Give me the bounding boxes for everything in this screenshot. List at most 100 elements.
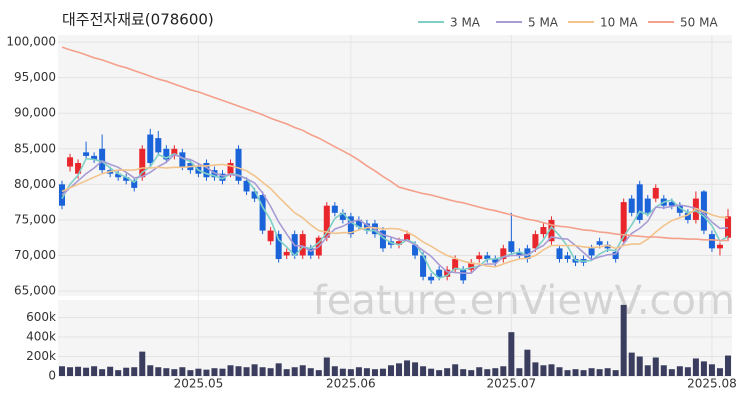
volume-bar bbox=[91, 366, 98, 376]
candle-body bbox=[652, 187, 659, 199]
chart-title: 대주전자재료(078600) bbox=[62, 11, 214, 29]
volume-bar bbox=[363, 368, 370, 376]
candle-body bbox=[99, 148, 106, 171]
y-tick-label: 600k bbox=[26, 310, 56, 324]
volume-bar bbox=[163, 368, 170, 376]
volume-bar bbox=[676, 366, 683, 376]
volume-bar bbox=[532, 362, 539, 376]
y-tick-label: 65,000 bbox=[14, 284, 56, 298]
volume-bar bbox=[179, 367, 186, 376]
volume-bar bbox=[708, 364, 715, 376]
volume-bar bbox=[508, 332, 515, 376]
legend-label: 5 MA bbox=[528, 16, 559, 30]
volume-bar bbox=[107, 366, 114, 376]
volume-bar bbox=[492, 368, 499, 376]
ma-line bbox=[61, 163, 729, 268]
candle-body bbox=[556, 248, 563, 260]
volume-bar bbox=[604, 368, 611, 376]
volume-bar bbox=[355, 367, 362, 376]
candle-body bbox=[259, 195, 266, 231]
volume-bar bbox=[468, 370, 475, 376]
y-tick-label: 85,000 bbox=[14, 141, 56, 155]
candle-body bbox=[412, 244, 419, 256]
volume-bar bbox=[235, 366, 242, 376]
candle-body bbox=[299, 234, 306, 256]
volume-bar bbox=[131, 367, 138, 376]
volume-bar bbox=[251, 364, 258, 376]
candle-body bbox=[331, 205, 338, 213]
candle-body bbox=[588, 248, 595, 256]
volume-bar bbox=[436, 370, 443, 376]
candle-body bbox=[203, 163, 210, 178]
candle-body bbox=[724, 216, 731, 238]
volume-bar bbox=[195, 368, 202, 376]
ma-line bbox=[61, 153, 729, 274]
candle-body bbox=[59, 184, 66, 206]
candle-body bbox=[67, 157, 74, 167]
volume-bar bbox=[524, 349, 531, 376]
candle-body bbox=[275, 234, 282, 260]
x-tick-label: 2025.07 bbox=[487, 377, 537, 391]
candle-body bbox=[227, 163, 234, 174]
candle-body bbox=[676, 205, 683, 213]
candle-body bbox=[283, 251, 290, 256]
volume-bar bbox=[452, 364, 459, 376]
candle-body bbox=[612, 251, 619, 260]
candle-body bbox=[644, 198, 651, 213]
candle-body bbox=[460, 269, 467, 281]
volume-bar bbox=[396, 363, 403, 376]
volume-bar bbox=[652, 357, 659, 376]
volume-bar bbox=[484, 369, 491, 376]
candle-body bbox=[684, 212, 691, 220]
volume-bar bbox=[724, 355, 731, 376]
candle-body bbox=[83, 152, 90, 156]
volume-bar bbox=[692, 358, 699, 376]
candle-body bbox=[668, 202, 675, 206]
candle-body bbox=[436, 269, 443, 277]
candle-body bbox=[115, 173, 122, 178]
volume-bar bbox=[684, 367, 691, 376]
legend-label: 3 MA bbox=[450, 16, 481, 30]
volume-bar bbox=[444, 368, 451, 376]
volume-bar bbox=[588, 368, 595, 376]
y-tick-label: 70,000 bbox=[14, 248, 56, 262]
y-tick-label: 200k bbox=[26, 349, 56, 363]
volume-bar bbox=[379, 368, 386, 376]
y-tick-label: 100,000 bbox=[6, 35, 56, 49]
candle-body bbox=[564, 255, 571, 260]
volume-bar bbox=[460, 369, 467, 376]
volume-bar bbox=[123, 367, 130, 376]
candle-body bbox=[452, 259, 459, 270]
candle-body bbox=[628, 198, 635, 213]
volume-bar bbox=[67, 367, 74, 376]
candle-body bbox=[596, 241, 603, 245]
candle-body bbox=[540, 227, 547, 235]
volume-bar bbox=[371, 369, 378, 376]
volume-bar bbox=[259, 367, 266, 376]
volume-bar bbox=[548, 364, 555, 376]
volume-bar bbox=[580, 370, 587, 376]
volume-bar bbox=[275, 363, 282, 376]
candle-body bbox=[91, 155, 98, 160]
candle-body bbox=[708, 234, 715, 249]
candle-body bbox=[468, 262, 475, 270]
volume-bar bbox=[636, 356, 643, 376]
candle-body bbox=[532, 234, 539, 249]
volume-bar bbox=[716, 368, 723, 376]
candle-body bbox=[123, 177, 130, 181]
candle-body bbox=[492, 259, 499, 263]
candle-body bbox=[347, 216, 354, 235]
y-tick-label: 0 bbox=[48, 369, 56, 383]
candle-body bbox=[524, 248, 531, 260]
candle-body bbox=[620, 202, 627, 242]
candle-body bbox=[444, 269, 451, 277]
volume-bar bbox=[291, 367, 298, 376]
candle-body bbox=[508, 241, 515, 252]
volume-bar bbox=[147, 365, 154, 376]
candle-body bbox=[420, 255, 427, 277]
candle-body bbox=[500, 248, 507, 260]
y-tick-label: 80,000 bbox=[14, 177, 56, 191]
candle-body bbox=[131, 180, 138, 188]
candle-body bbox=[251, 191, 258, 199]
